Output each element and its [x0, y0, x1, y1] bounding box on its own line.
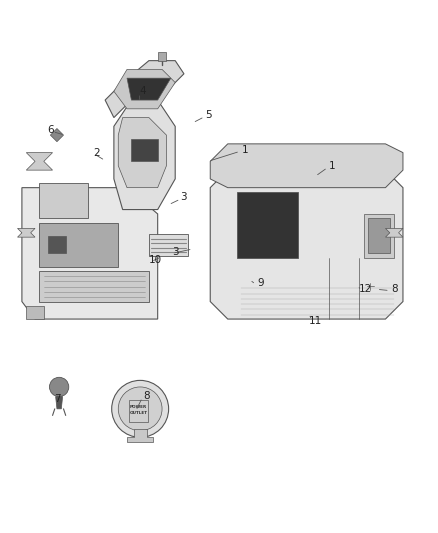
Polygon shape	[237, 192, 298, 258]
Polygon shape	[210, 144, 403, 188]
Circle shape	[266, 169, 277, 180]
Circle shape	[79, 231, 105, 258]
Text: 7: 7	[53, 394, 60, 404]
Polygon shape	[158, 52, 166, 61]
Polygon shape	[368, 219, 390, 253]
Circle shape	[314, 169, 325, 180]
Polygon shape	[56, 397, 63, 409]
Text: OUTLET: OUTLET	[129, 411, 148, 415]
Polygon shape	[50, 128, 64, 142]
Polygon shape	[385, 229, 403, 237]
Text: 8: 8	[143, 391, 150, 401]
Circle shape	[292, 169, 304, 180]
Circle shape	[72, 225, 112, 264]
Circle shape	[378, 281, 389, 292]
Polygon shape	[18, 229, 35, 237]
Circle shape	[118, 387, 162, 431]
Text: 11: 11	[309, 316, 322, 326]
Polygon shape	[26, 306, 44, 319]
Text: 2: 2	[93, 148, 100, 158]
Text: 1: 1	[328, 161, 336, 171]
Polygon shape	[39, 271, 149, 302]
Circle shape	[49, 377, 69, 397]
Polygon shape	[364, 214, 394, 258]
Text: 5: 5	[205, 110, 212, 120]
Text: POWER: POWER	[130, 405, 147, 409]
Circle shape	[112, 381, 169, 437]
Polygon shape	[22, 188, 158, 319]
Polygon shape	[39, 183, 88, 219]
Text: 6: 6	[47, 125, 54, 135]
Polygon shape	[118, 118, 166, 188]
Text: 3: 3	[172, 247, 179, 256]
Polygon shape	[210, 170, 403, 319]
Polygon shape	[105, 61, 184, 118]
Polygon shape	[127, 429, 153, 442]
Polygon shape	[127, 78, 171, 100]
Circle shape	[336, 169, 347, 180]
Text: 12: 12	[359, 284, 372, 294]
Polygon shape	[131, 140, 158, 161]
Text: 1: 1	[242, 145, 249, 155]
Text: 4: 4	[139, 86, 146, 96]
Polygon shape	[114, 100, 175, 209]
Text: 9: 9	[257, 278, 264, 288]
Polygon shape	[149, 233, 188, 255]
Circle shape	[240, 169, 251, 180]
Polygon shape	[48, 236, 66, 253]
Text: 3: 3	[180, 192, 187, 203]
Text: 8: 8	[391, 284, 398, 294]
Circle shape	[362, 278, 378, 294]
Polygon shape	[114, 69, 175, 109]
Text: 10: 10	[149, 255, 162, 265]
Polygon shape	[39, 223, 118, 266]
Polygon shape	[26, 152, 53, 170]
